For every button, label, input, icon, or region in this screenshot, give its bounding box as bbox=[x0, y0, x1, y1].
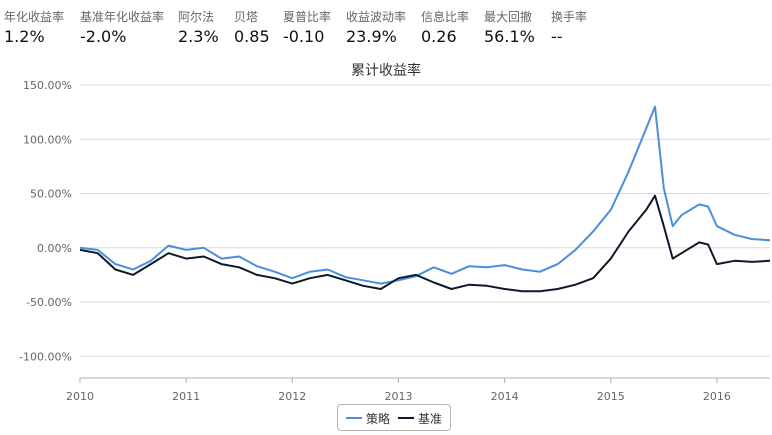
stat-label: 贝塔 bbox=[234, 10, 259, 24]
stat-value: 0.85 bbox=[234, 27, 270, 46]
x-tick-label: 2011 bbox=[172, 390, 200, 400]
x-tick-label: 2012 bbox=[278, 390, 306, 400]
stat-label: 夏普比率 bbox=[283, 10, 332, 24]
stat-value: -0.10 bbox=[283, 27, 325, 46]
x-tick-label: 2016 bbox=[703, 390, 731, 400]
x-tick-label: 2014 bbox=[491, 390, 519, 400]
y-tick-label: 100.00% bbox=[23, 133, 72, 146]
stat-label: 最大回撤 bbox=[484, 10, 533, 24]
stat-value: 23.9% bbox=[346, 27, 397, 46]
y-tick-label: 150.00% bbox=[23, 79, 72, 92]
stat-label: 信息比率 bbox=[421, 10, 470, 24]
stat-value: -2.0% bbox=[80, 27, 127, 46]
cumulative-return-chart: 累计收益率 150.00% 100.00% 50.00% 0.00% -50.00% -10… bbox=[19, 62, 771, 400]
x-tick-label: 2015 bbox=[597, 390, 625, 400]
stat-value: -- bbox=[551, 27, 563, 46]
y-tick-label: 50.00% bbox=[30, 188, 72, 201]
stat-label: 年化收益率 bbox=[4, 10, 65, 24]
stat-value: 0.26 bbox=[421, 27, 457, 46]
stat-label: 收益波动率 bbox=[346, 10, 407, 24]
chart-legend: 策略 基准 bbox=[337, 404, 451, 431]
legend-item-benchmark[interactable]: 基准 bbox=[418, 412, 443, 426]
stat-label: 换手率 bbox=[551, 10, 588, 24]
stat-value: 2.3% bbox=[178, 27, 219, 46]
strategy-line bbox=[79, 105, 771, 285]
chart-title: 累计收益率 bbox=[351, 62, 421, 79]
legend-item-strategy[interactable]: 策略 bbox=[366, 412, 391, 426]
stat-label: 基准年化收益率 bbox=[80, 10, 165, 24]
legend-swatch-strategy bbox=[346, 417, 362, 419]
x-tick-label: 2013 bbox=[384, 390, 412, 400]
y-tick-label: 0.00% bbox=[37, 242, 72, 255]
stat-value: 56.1% bbox=[484, 27, 535, 46]
stats-bar: 年化收益率 1.2% 基准年化收益率 -2.0% 阿尔法 2.3% 贝塔 0.8… bbox=[0, 0, 772, 50]
x-tick-label: 2010 bbox=[66, 390, 94, 400]
legend-swatch-benchmark bbox=[398, 417, 414, 419]
benchmark-line bbox=[79, 194, 771, 293]
y-tick-label: -50.00% bbox=[26, 296, 72, 309]
y-tick-label: -100.00% bbox=[19, 350, 72, 363]
stat-value: 1.2% bbox=[4, 27, 45, 46]
stat-label: 阿尔法 bbox=[178, 10, 215, 24]
